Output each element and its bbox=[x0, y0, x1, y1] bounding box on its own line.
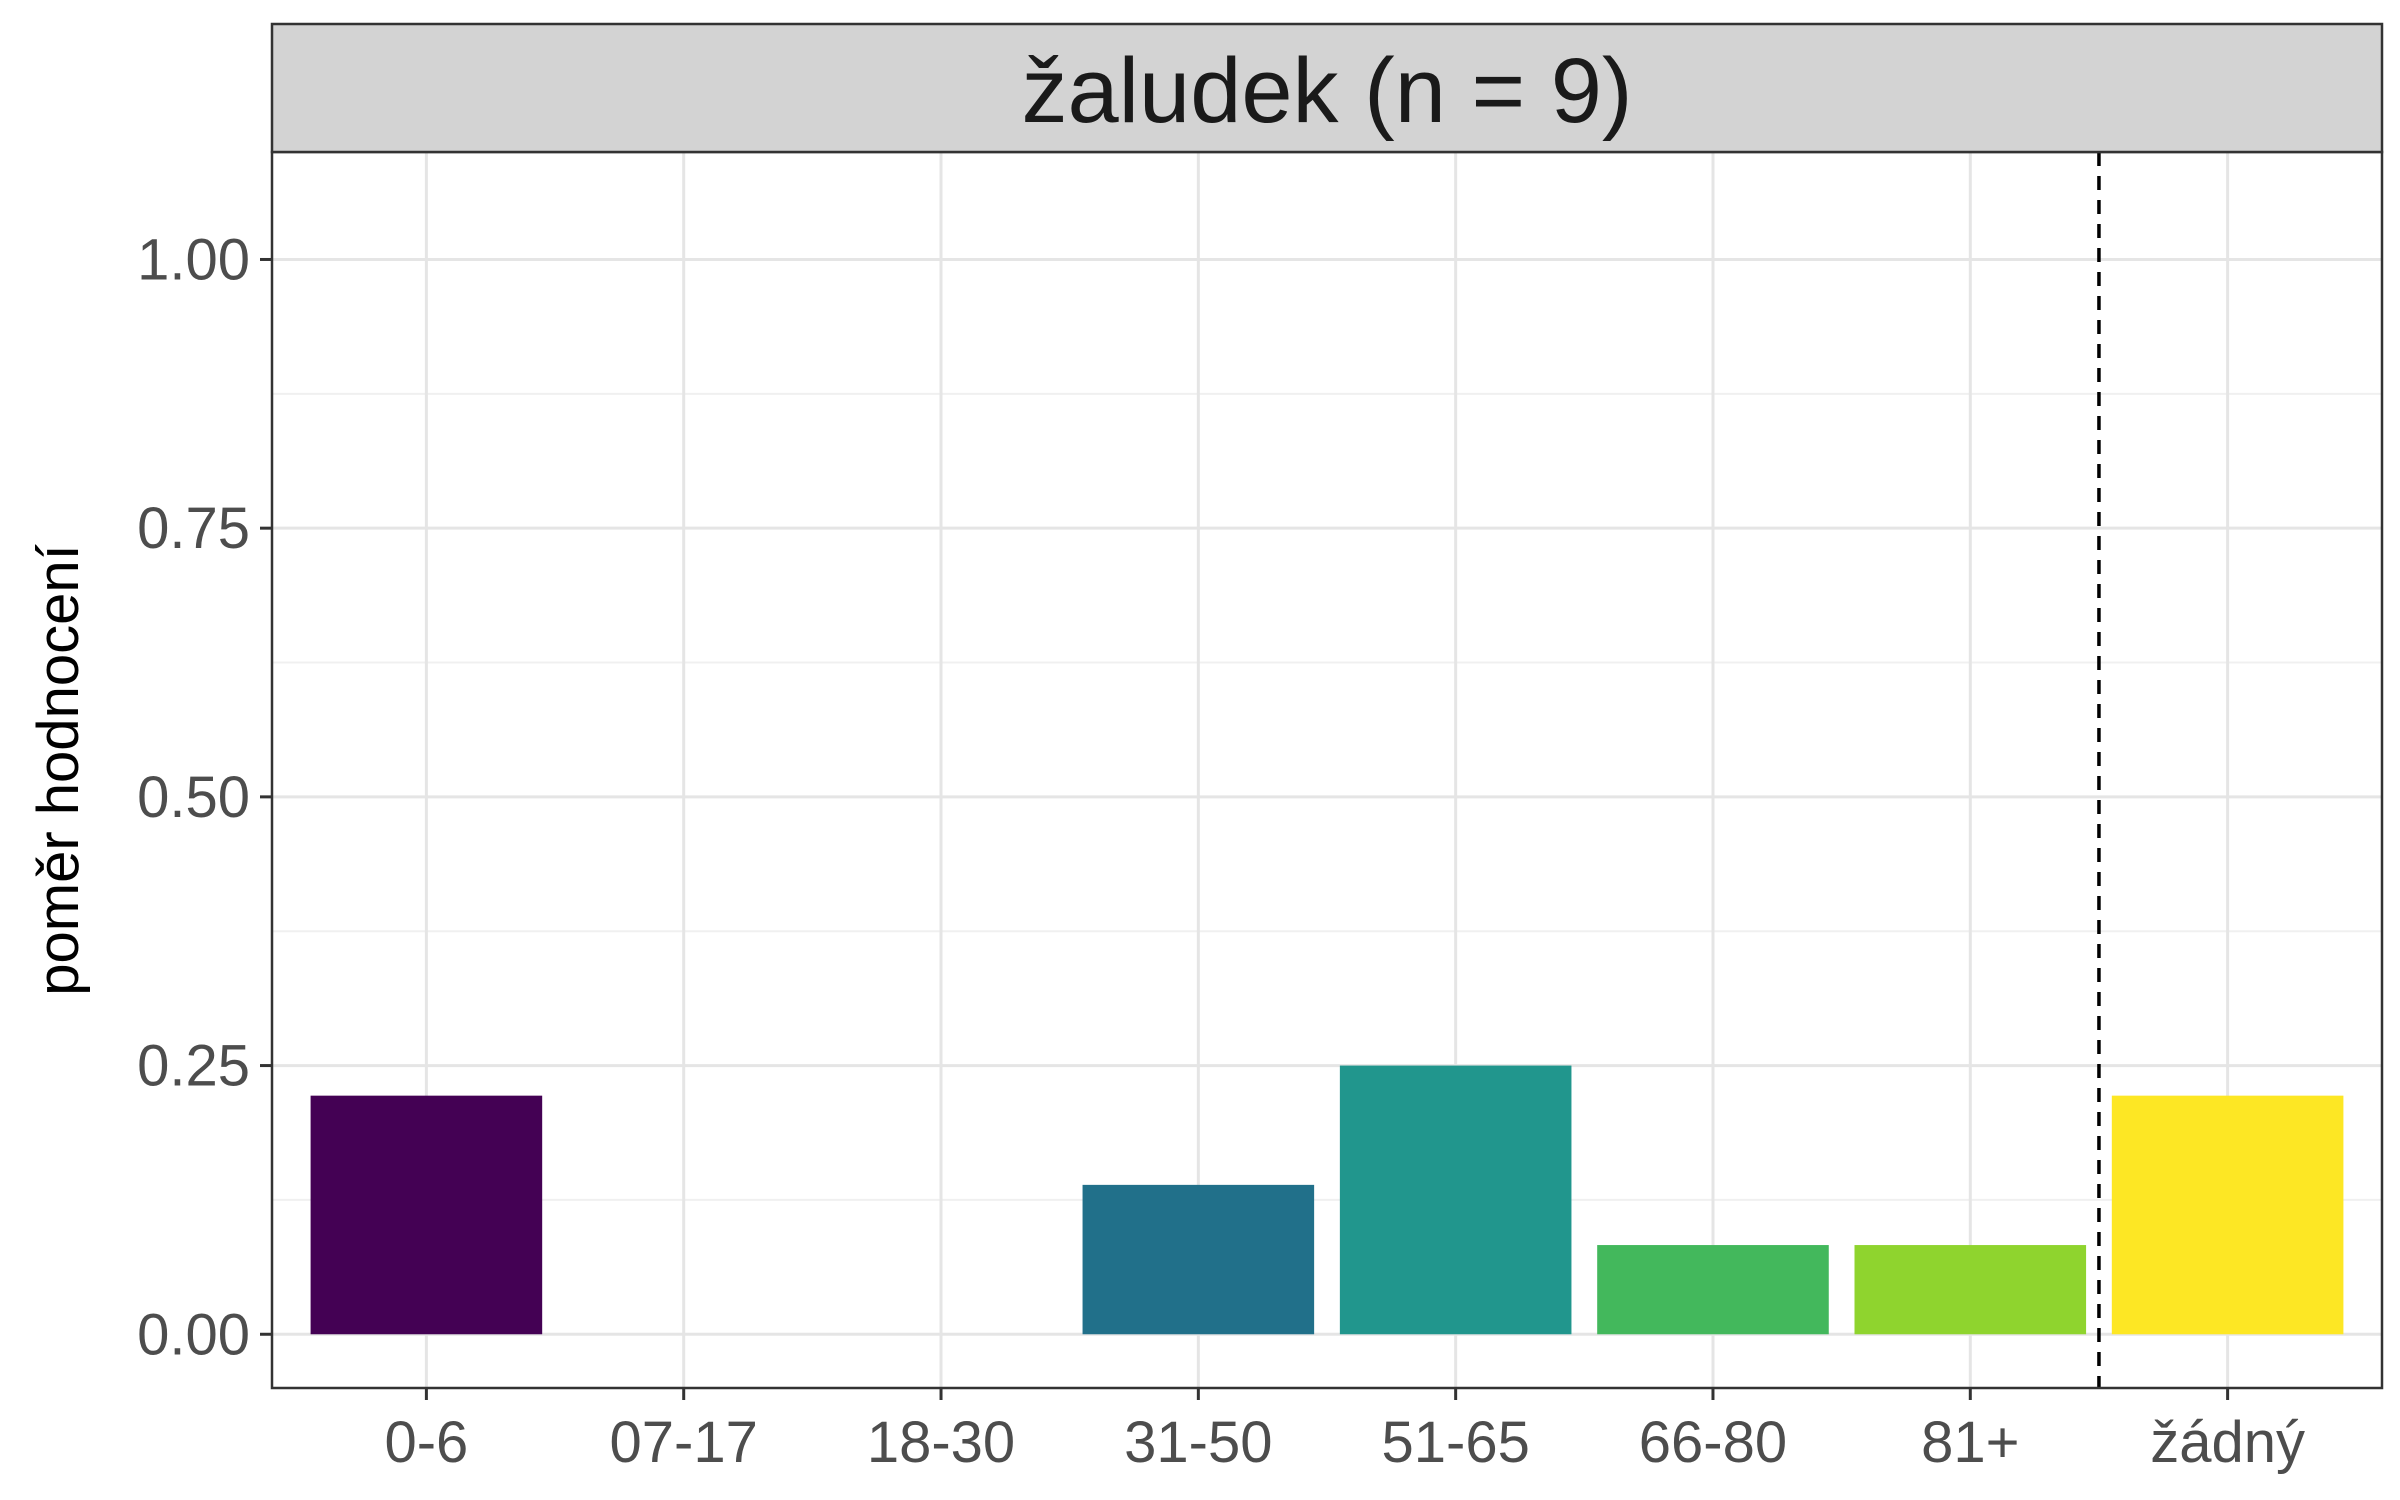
x-tick-label: 18-30 bbox=[867, 1410, 1015, 1475]
bars bbox=[310, 1065, 2344, 1335]
x-tick-label: 31-50 bbox=[1124, 1410, 1272, 1475]
bar-6 bbox=[1854, 1245, 2087, 1335]
x-tick-label: 81+ bbox=[1921, 1410, 2019, 1475]
x-axis: 0-6 07-17 18-30 31-50 51-65 66-80 81+ žádný bbox=[384, 1388, 2305, 1475]
facet-strip-title: žaludek (n = 9) bbox=[1021, 40, 1632, 142]
x-tick-label: 66-80 bbox=[1639, 1410, 1787, 1475]
x-tick-label: žádný bbox=[2150, 1410, 2305, 1475]
bar-7 bbox=[2111, 1095, 2344, 1335]
y-tick-label: 0.00 bbox=[137, 1302, 250, 1367]
bar-0 bbox=[310, 1095, 543, 1335]
y-axis: 0.00 0.25 0.50 0.75 1.00 bbox=[137, 227, 272, 1367]
grid-minor bbox=[272, 392, 2382, 1201]
plot-background bbox=[272, 152, 2382, 1388]
y-axis-title: poměr hodnocení bbox=[26, 544, 91, 995]
y-tick-label: 0.25 bbox=[137, 1034, 250, 1099]
y-tick-label: 1.00 bbox=[137, 227, 250, 292]
x-tick-label: 0-6 bbox=[384, 1410, 468, 1475]
y-tick-label: 0.75 bbox=[137, 496, 250, 561]
x-tick-label: 07-17 bbox=[610, 1410, 758, 1475]
x-tick-label: 51-65 bbox=[1381, 1410, 1529, 1475]
bar-3 bbox=[1082, 1184, 1315, 1335]
y-tick-label: 0.50 bbox=[137, 765, 250, 830]
bar-4 bbox=[1339, 1065, 1572, 1335]
bar-5 bbox=[1597, 1245, 1829, 1335]
facet-strip bbox=[270, 22, 2384, 154]
